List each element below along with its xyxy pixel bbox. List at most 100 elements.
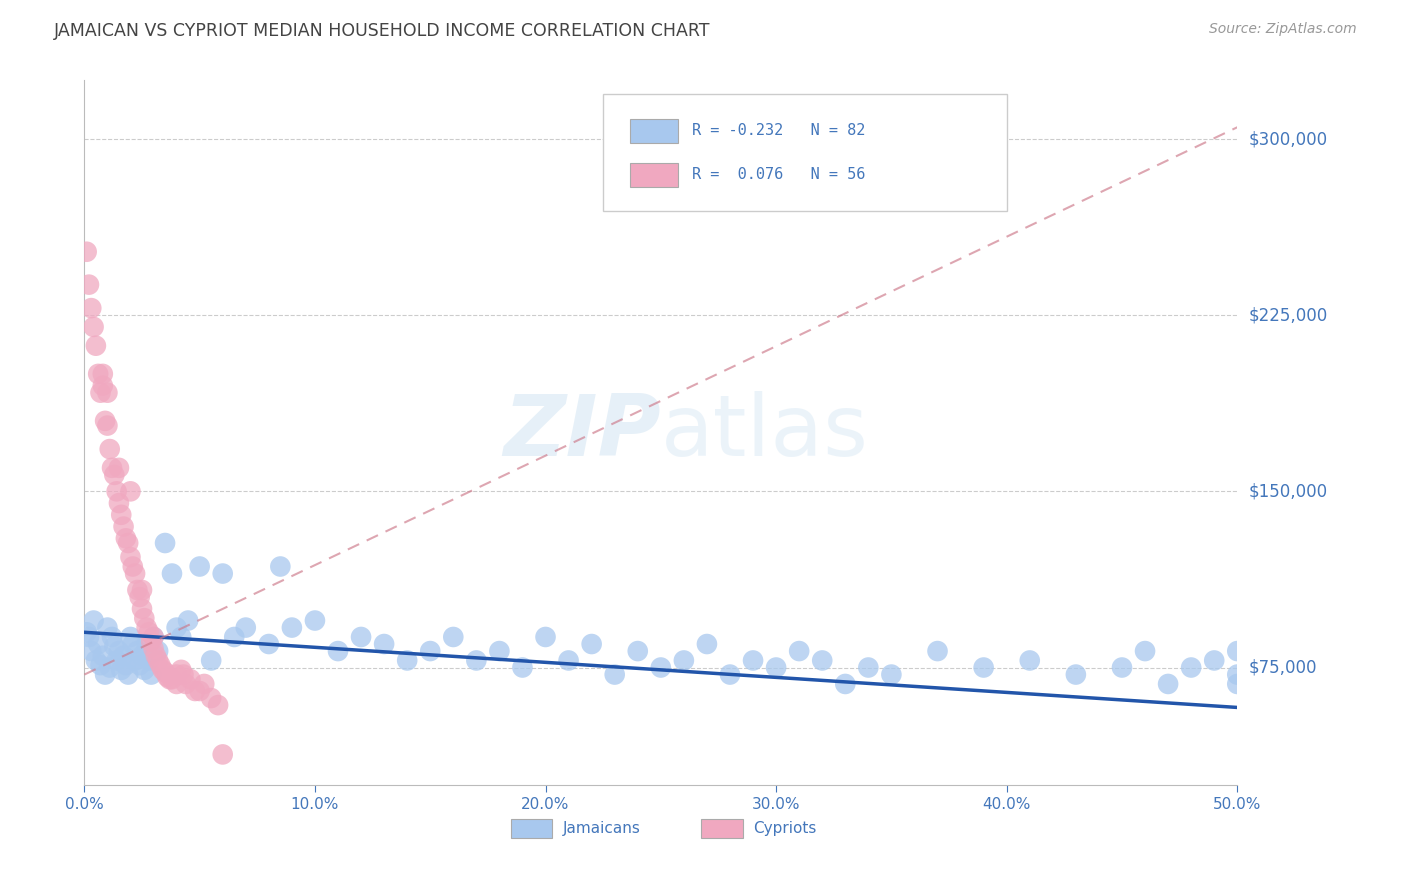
Bar — [702, 819, 742, 838]
Point — [973, 660, 995, 674]
Point — [200, 653, 222, 667]
Point — [159, 673, 181, 687]
Point — [105, 653, 128, 667]
Point — [115, 658, 138, 673]
Point — [98, 442, 121, 456]
Point — [235, 621, 257, 635]
Point — [112, 519, 135, 533]
Point — [96, 418, 118, 433]
Point — [200, 691, 222, 706]
Point — [188, 684, 211, 698]
Point — [1226, 644, 1249, 658]
Point — [94, 667, 117, 681]
Point — [927, 644, 949, 658]
Point — [1180, 660, 1202, 674]
Point — [84, 339, 107, 353]
Point — [131, 648, 153, 663]
Point — [153, 536, 176, 550]
Point — [117, 667, 139, 681]
Point — [170, 663, 193, 677]
Point — [135, 621, 157, 635]
Text: R = -0.232   N = 82: R = -0.232 N = 82 — [692, 123, 865, 137]
Point — [83, 614, 105, 628]
Point — [98, 660, 121, 674]
Text: $75,000: $75,000 — [1249, 658, 1317, 676]
Point — [696, 637, 718, 651]
Point — [103, 640, 125, 654]
Point — [184, 684, 207, 698]
Point — [134, 611, 156, 625]
Point — [350, 630, 373, 644]
Point — [257, 637, 280, 651]
Point — [1018, 653, 1040, 667]
Point — [858, 660, 880, 674]
Point — [170, 630, 193, 644]
Point — [128, 658, 150, 673]
Text: Cypriots: Cypriots — [754, 822, 817, 836]
Point — [211, 566, 233, 581]
Text: $150,000: $150,000 — [1249, 483, 1327, 500]
Point — [160, 566, 183, 581]
Point — [742, 653, 765, 667]
Point — [103, 467, 125, 482]
Point — [269, 559, 291, 574]
Text: atlas: atlas — [661, 391, 869, 475]
Point — [115, 531, 138, 545]
Point — [110, 663, 132, 677]
Point — [134, 663, 156, 677]
Point — [124, 653, 146, 667]
Point — [105, 484, 128, 499]
Point — [142, 630, 165, 644]
Point — [880, 667, 903, 681]
Point — [534, 630, 557, 644]
Point — [89, 658, 111, 673]
Point — [96, 385, 118, 400]
Point — [1226, 667, 1249, 681]
Point — [117, 536, 139, 550]
Point — [94, 414, 117, 428]
Point — [177, 614, 200, 628]
Bar — [510, 819, 553, 838]
Point — [120, 484, 142, 499]
Point — [603, 667, 626, 681]
Point — [138, 653, 160, 667]
Point — [142, 641, 165, 656]
Point — [156, 670, 179, 684]
Point — [419, 644, 441, 658]
Point — [627, 644, 650, 658]
Point — [131, 582, 153, 597]
Bar — [630, 163, 678, 187]
Point — [128, 590, 150, 604]
Point — [80, 644, 103, 658]
Point — [304, 614, 326, 628]
Point — [166, 677, 188, 691]
Point — [121, 559, 143, 574]
Point — [87, 637, 110, 651]
Point — [142, 630, 165, 644]
Point — [120, 630, 142, 644]
Text: $300,000: $300,000 — [1249, 130, 1327, 148]
Point — [91, 367, 114, 381]
Point — [179, 673, 201, 687]
Point — [174, 677, 197, 691]
Point — [188, 559, 211, 574]
Point — [76, 625, 98, 640]
Point — [138, 625, 160, 640]
Point — [108, 644, 131, 658]
Point — [146, 653, 169, 667]
Point — [77, 277, 100, 292]
Point — [207, 698, 229, 712]
Point — [149, 658, 172, 673]
Point — [811, 653, 834, 667]
Point — [141, 634, 163, 648]
Point — [1111, 660, 1133, 674]
Point — [146, 644, 169, 658]
Point — [211, 747, 233, 762]
Bar — [630, 119, 678, 143]
Point — [326, 644, 349, 658]
Point — [441, 630, 464, 644]
Point — [127, 582, 149, 597]
Point — [160, 673, 183, 687]
Point — [1204, 653, 1226, 667]
Point — [152, 663, 174, 677]
